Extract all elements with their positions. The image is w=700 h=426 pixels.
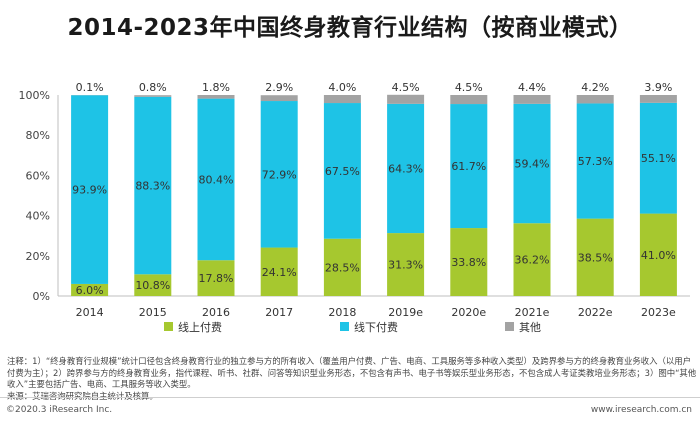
legend-label: 线下付费 [354, 320, 398, 334]
bar-segment-offline [71, 95, 109, 284]
legend-label: 线上付费 [178, 320, 222, 334]
bar-segment-offline [576, 103, 614, 219]
data-label: 24.1% [262, 266, 297, 279]
bar-segment-other [134, 95, 172, 97]
footer-divider [0, 397, 700, 398]
data-label-other: 0.1% [76, 81, 104, 94]
data-label-other: 4.0% [328, 81, 356, 94]
y-tick-label: 60% [26, 169, 50, 182]
data-label: 36.2% [515, 254, 550, 267]
chart-title: 2014-2023年中国终身教育行业结构（按商业模式） [67, 15, 633, 41]
data-label-other: 4.2% [581, 81, 609, 94]
source-text: 来源：艾瑞咨询研究院自主统计及核算。 [7, 390, 158, 401]
data-label: 72.9% [262, 168, 297, 181]
x-tick-label: 2019e [388, 306, 423, 319]
data-label: 10.8% [135, 279, 170, 292]
chart-notes: 注释：1）“终身教育行业规模”统计口径包含终身教育行业的独立参与方的所有收入（覆… [7, 356, 697, 402]
data-label: 38.5% [578, 251, 613, 264]
stacked-bar-chart: 0% 20% 40% 60% 80% 100% 6.0% 93.9% 0.1% 2014 10.8%… [19, 81, 690, 334]
bar-segment-offline [387, 103, 425, 234]
data-label: 59.4% [515, 158, 550, 171]
data-label: 31.3% [388, 259, 423, 272]
bar-segment-online [450, 228, 488, 296]
copyright-text: ©2020.3 iResearch Inc. [6, 405, 113, 415]
data-label-other: 2.9% [265, 81, 293, 94]
x-tick-label: 2015 [139, 306, 167, 319]
bar-segment-offline [134, 96, 172, 275]
legend-swatch [164, 322, 173, 331]
data-label-other: 4.5% [392, 81, 420, 94]
bar-segment-offline [639, 102, 677, 214]
data-label: 93.9% [72, 184, 107, 197]
bar-segment-other [513, 95, 551, 104]
bar-segment-offline [323, 103, 361, 239]
y-tick-label: 100% [19, 89, 50, 102]
y-tick-label: 20% [26, 250, 50, 263]
x-tick-label: 2020e [451, 306, 486, 319]
y-tick-label: 0% [33, 290, 50, 303]
data-label: 33.8% [451, 256, 486, 269]
data-label: 17.8% [199, 272, 234, 285]
bar-segment-offline [450, 104, 488, 229]
x-tick-label: 2023e [641, 306, 676, 319]
legend-label: 其他 [519, 321, 541, 334]
bar-segment-online [323, 238, 361, 296]
bar-segment-online [513, 223, 551, 296]
data-label-other: 4.5% [455, 81, 483, 94]
data-label-other: 3.9% [644, 81, 672, 94]
x-tick-label: 2014 [76, 306, 104, 319]
data-label-other: 0.8% [139, 81, 167, 94]
website-link[interactable]: www.iresearch.com.cn [590, 405, 692, 415]
y-tick-label: 40% [26, 210, 50, 223]
bar-segment-online [197, 260, 235, 296]
x-tick-label: 2016 [202, 306, 230, 319]
bar-segment-online [576, 218, 614, 296]
note-text: 注释：1）“终身教育行业规模”统计口径包含终身教育行业的独立参与方的所有收入（覆… [7, 356, 697, 389]
data-label: 61.7% [451, 160, 486, 173]
bar-segment-other [323, 95, 361, 104]
bar-segment-other [576, 95, 614, 104]
data-label: 67.5% [325, 165, 360, 178]
data-label: 64.3% [388, 162, 423, 175]
bar-segment-other [639, 95, 677, 103]
data-label-other: 4.4% [518, 81, 546, 94]
y-tick-label: 80% [26, 129, 50, 142]
data-label: 55.1% [641, 152, 676, 165]
bar-segment-other [450, 95, 488, 105]
bar-segment-other [260, 95, 298, 102]
bar-segment-online [639, 213, 677, 296]
bar-segment-offline [197, 98, 235, 261]
data-label: 6.0% [76, 284, 104, 297]
legend-swatch [505, 322, 514, 331]
bar-segment-offline [513, 103, 551, 224]
data-label: 28.5% [325, 261, 360, 274]
x-tick-label: 2021e [515, 306, 550, 319]
bar-segment-online [387, 233, 425, 296]
bar-segment-online [260, 247, 298, 296]
x-tick-label: 2018 [328, 306, 356, 319]
data-label-other: 1.8% [202, 81, 230, 94]
x-tick-label: 2017 [265, 306, 293, 319]
legend-swatch [340, 322, 349, 331]
bar-segment-other [197, 95, 235, 99]
bar-segment-online [71, 283, 109, 296]
data-label: 80.4% [199, 173, 234, 186]
data-label: 41.0% [641, 249, 676, 262]
x-tick-label: 2022e [578, 306, 613, 319]
bar-segment-offline [260, 101, 298, 248]
bar-segment-other [387, 94, 425, 104]
data-label: 88.3% [135, 180, 170, 193]
bar-segment-online [134, 274, 172, 296]
data-label: 57.3% [578, 155, 613, 168]
